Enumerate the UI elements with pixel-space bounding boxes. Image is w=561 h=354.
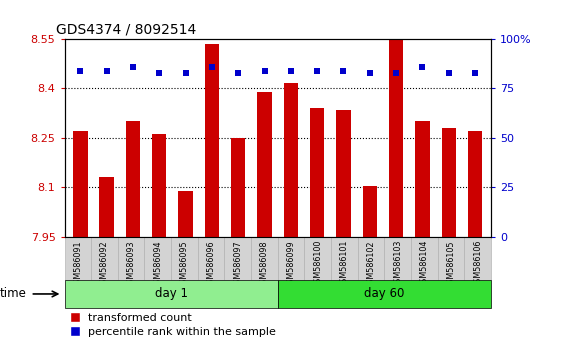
Text: time: time [0,287,26,301]
Bar [284,84,298,236]
Point [76,68,85,73]
Bar [278,280,491,308]
Legend: transformed count, percentile rank within the sample: transformed count, percentile rank withi… [70,313,275,337]
Point [444,70,453,75]
Bar [257,92,272,236]
Bar [91,236,118,280]
Bar [126,121,140,236]
Text: GSM586104: GSM586104 [420,240,429,289]
Bar [415,121,430,236]
Text: GSM586096: GSM586096 [206,240,215,289]
Text: GSM586106: GSM586106 [473,240,482,289]
Bar [389,39,403,236]
Point [155,70,164,75]
Bar [152,135,167,236]
Point [365,70,374,75]
Bar [310,108,324,236]
Point [102,68,111,73]
Point [312,68,321,73]
Text: GSM586099: GSM586099 [287,240,296,289]
Point [208,64,217,69]
Bar [205,44,219,236]
Point [234,70,243,75]
Point [260,68,269,73]
Bar [278,236,304,280]
Text: GSM586091: GSM586091 [73,240,82,289]
Point [286,68,295,73]
Text: GSM586100: GSM586100 [313,240,322,289]
Bar [438,236,464,280]
Bar [411,236,438,280]
Bar [118,236,145,280]
Text: GSM586097: GSM586097 [233,240,242,289]
Bar [99,177,114,236]
Bar [362,186,377,236]
Bar [384,236,411,280]
Bar [231,138,246,236]
Bar [331,236,358,280]
Text: day 1: day 1 [155,287,187,301]
Text: GSM586105: GSM586105 [447,240,456,289]
Bar [251,236,278,280]
Point [471,70,480,75]
Bar [442,128,456,236]
Bar [304,236,331,280]
Bar [468,131,482,236]
Point [392,70,401,75]
Bar [144,236,171,280]
Text: GSM586102: GSM586102 [366,240,375,289]
Text: GSM586093: GSM586093 [127,240,136,289]
Bar [336,110,351,236]
Point [181,70,190,75]
Bar [65,236,91,280]
Text: GSM586098: GSM586098 [260,240,269,289]
Text: GSM586101: GSM586101 [340,240,349,289]
Point [128,64,137,69]
Text: GSM586094: GSM586094 [153,240,162,289]
Bar [197,236,224,280]
Point [418,64,427,69]
Text: GSM586103: GSM586103 [393,240,402,289]
Bar [73,131,88,236]
Text: GDS4374 / 8092514: GDS4374 / 8092514 [56,22,196,36]
Text: day 60: day 60 [364,287,404,301]
Text: GSM586092: GSM586092 [100,240,109,289]
Bar [171,236,198,280]
Text: GSM586095: GSM586095 [180,240,189,289]
Bar [65,280,278,308]
Bar [465,236,491,280]
Bar [358,236,384,280]
Bar [178,190,193,236]
Point [339,68,348,73]
Bar [224,236,251,280]
